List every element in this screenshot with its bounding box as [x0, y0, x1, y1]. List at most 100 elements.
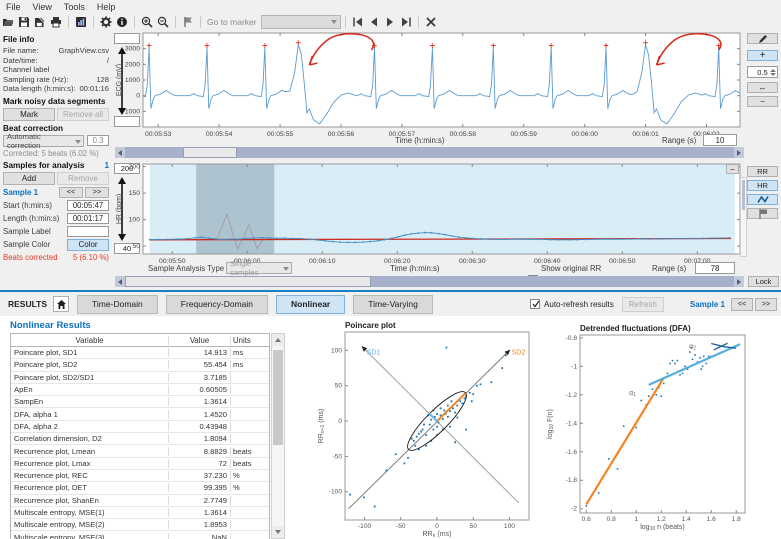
ecg-zoom-out-button[interactable]: −: [747, 96, 778, 107]
table-row[interactable]: Multiscale entropy, MSE(1) 1.3614: [11, 507, 269, 520]
ecg-zoom-in-button[interactable]: +: [747, 50, 778, 61]
ecg-fit-width-button[interactable]: ↔: [747, 82, 778, 93]
ecg-edit-button[interactable]: [747, 33, 778, 44]
table-row[interactable]: Recurrence plot, DET 99.395%: [11, 482, 269, 495]
menu-tools[interactable]: Tools: [63, 1, 85, 12]
beat-correction-method-dropdown[interactable]: Automatic correction: [3, 132, 84, 150]
prev-sample-button[interactable]: <<: [59, 186, 83, 198]
table-row[interactable]: Correlation dimension, D2 1.8094: [11, 433, 269, 446]
ecg-scroll-thumb[interactable]: [183, 147, 237, 158]
next-sample-button[interactable]: >>: [85, 186, 109, 198]
rr-view-button[interactable]: RR: [747, 166, 778, 177]
settings-icon[interactable]: [99, 15, 113, 29]
spinner-arrows-icon[interactable]: [770, 67, 776, 76]
hr-range-input[interactable]: 78: [695, 262, 735, 274]
x-tick-label: 00:05:57: [389, 131, 416, 138]
table-scroll-thumb[interactable]: [273, 350, 283, 445]
scroll-left-icon[interactable]: [115, 276, 125, 287]
table-row[interactable]: Poincare plot, SD2/SD1 3.7185: [11, 372, 269, 384]
hr-view-button[interactable]: HR: [747, 180, 778, 191]
table-row[interactable]: Poincare plot, SD2 55.454 ms: [11, 359, 269, 372]
sample-field-input[interactable]: 00:01:17: [67, 212, 109, 224]
tab-nonlinear[interactable]: Nonlinear: [276, 294, 346, 314]
menu-help[interactable]: Help: [96, 1, 116, 12]
hr-vertical-scrollbar[interactable]: [740, 177, 747, 257]
scroll-up-icon[interactable]: [272, 334, 284, 346]
sample-color-button[interactable]: Color: [67, 238, 109, 251]
table-scrollbar[interactable]: [271, 333, 285, 539]
table-row[interactable]: SampEn 1.3614: [11, 396, 269, 409]
home-button[interactable]: [53, 296, 70, 312]
save-icon[interactable]: [17, 15, 31, 29]
info-icon[interactable]: [115, 15, 129, 29]
table-row[interactable]: Recurrence plot, Lmean 8.8829 beats: [11, 445, 269, 458]
marker-flag-icon[interactable]: [181, 15, 195, 29]
results-prev-sample-button[interactable]: <<: [731, 297, 753, 311]
zoom-out-icon[interactable]: [156, 15, 170, 29]
marker-combobox[interactable]: [260, 14, 341, 29]
scroll-down-icon[interactable]: [272, 526, 284, 538]
cell-units: %: [233, 483, 240, 493]
poincare-chart[interactable]: Poincare plot SD1 SD2 -100 -50 0 50 100 -100 -50 0…: [315, 321, 545, 539]
tab-time-domain[interactable]: Time-Domain: [77, 294, 158, 314]
nav-next-icon[interactable]: [383, 15, 397, 29]
sample-field-input[interactable]: [67, 225, 109, 237]
ecg-range-input[interactable]: 10: [703, 134, 737, 146]
hr-chart[interactable]: 00:05:50 00:06:00 00:06:10 00:06:20 00:06:30…: [113, 160, 745, 265]
table-row[interactable]: Multiscale entropy, MSE(3) NaN: [11, 531, 269, 539]
mark-noisy-button[interactable]: Mark: [3, 107, 55, 121]
add-sample-button[interactable]: Add: [3, 171, 55, 185]
ecg-ymax-input[interactable]: [114, 33, 140, 44]
nav-first-icon[interactable]: [351, 15, 365, 29]
remove-sample-button[interactable]: Remove: [57, 171, 109, 185]
scroll-right-icon[interactable]: [734, 147, 744, 158]
sample-field-input[interactable]: 00:05:47: [67, 199, 109, 211]
table-row[interactable]: DFA, alpha 1 1.4520: [11, 408, 269, 421]
remove-all-button[interactable]: Remove all: [57, 107, 109, 121]
cell-value: 1.8953: [169, 520, 231, 530]
auto-refresh-checkbox[interactable]: [530, 299, 541, 309]
refresh-button[interactable]: Refresh: [621, 296, 664, 312]
report-icon[interactable]: [74, 15, 88, 29]
lock-button[interactable]: Lock: [748, 276, 779, 287]
results-next-sample-button[interactable]: >>: [755, 297, 777, 311]
hr-collapse-button[interactable]: −: [726, 164, 739, 174]
beat-correction-threshold[interactable]: 0.3: [87, 135, 109, 146]
scroll-left-icon[interactable]: [115, 147, 125, 158]
ecg-time-scrollbar[interactable]: [115, 147, 744, 158]
ecg-ymin-input[interactable]: [114, 116, 140, 127]
hr-vscroll-thumb[interactable]: [742, 180, 745, 210]
menu-file[interactable]: File: [6, 1, 21, 12]
print-icon[interactable]: [49, 15, 63, 29]
hr-ymax-input[interactable]: 200: [114, 163, 140, 174]
hr-yaxis-stretch-handle[interactable]: [117, 177, 127, 243]
open-file-icon[interactable]: [1, 15, 15, 29]
tab-time-varying[interactable]: Time-Varying: [353, 294, 433, 314]
tab-frequency-domain[interactable]: Frequency-Domain: [165, 294, 269, 314]
nav-last-icon[interactable]: [399, 15, 413, 29]
zoom-in-icon[interactable]: [140, 15, 154, 29]
flag-markers-button[interactable]: [747, 208, 778, 219]
ecg-step-spinner[interactable]: 0.5: [747, 66, 778, 78]
table-row[interactable]: ApEn 0.60505: [11, 384, 269, 397]
r-peak-marker: [146, 43, 152, 48]
hr-time-scrollbar[interactable]: [115, 276, 744, 287]
table-row[interactable]: Recurrence plot, ShanEn 2.7749: [11, 495, 269, 507]
close-x-icon[interactable]: [424, 15, 438, 29]
table-row[interactable]: Recurrence plot, REC 37.230%: [11, 470, 269, 483]
ecg-yaxis-stretch-handle[interactable]: [117, 47, 127, 117]
sample-analysis-type-dropdown[interactable]: Single samples: [226, 259, 292, 277]
scroll-right-icon[interactable]: [734, 276, 744, 287]
table-row[interactable]: Poincare plot, SD1 14.913 ms: [11, 347, 269, 360]
table-row[interactable]: Recurrence plot, Lmax 72 beats: [11, 458, 269, 470]
signal-view-button[interactable]: [747, 194, 778, 205]
ecg-chart[interactable]: 00:05:53 00:05:54 00:05:55 00:05:56 00:05:57…: [113, 30, 745, 144]
hr-scroll-thumb[interactable]: [125, 276, 371, 287]
table-row[interactable]: Multiscale entropy, MSE(2) 1.8953: [11, 519, 269, 532]
dfa-chart[interactable]: Detrended fluctuations (DFA) α1 α2 0.6 0.8 1 1…: [545, 322, 781, 539]
hr-ymin-input[interactable]: 40: [114, 243, 140, 254]
nav-prev-icon[interactable]: [367, 15, 381, 29]
save-as-icon[interactable]: [33, 15, 47, 29]
menu-view[interactable]: View: [32, 1, 52, 12]
table-row[interactable]: DFA, alpha 2 0.43948: [11, 421, 269, 434]
